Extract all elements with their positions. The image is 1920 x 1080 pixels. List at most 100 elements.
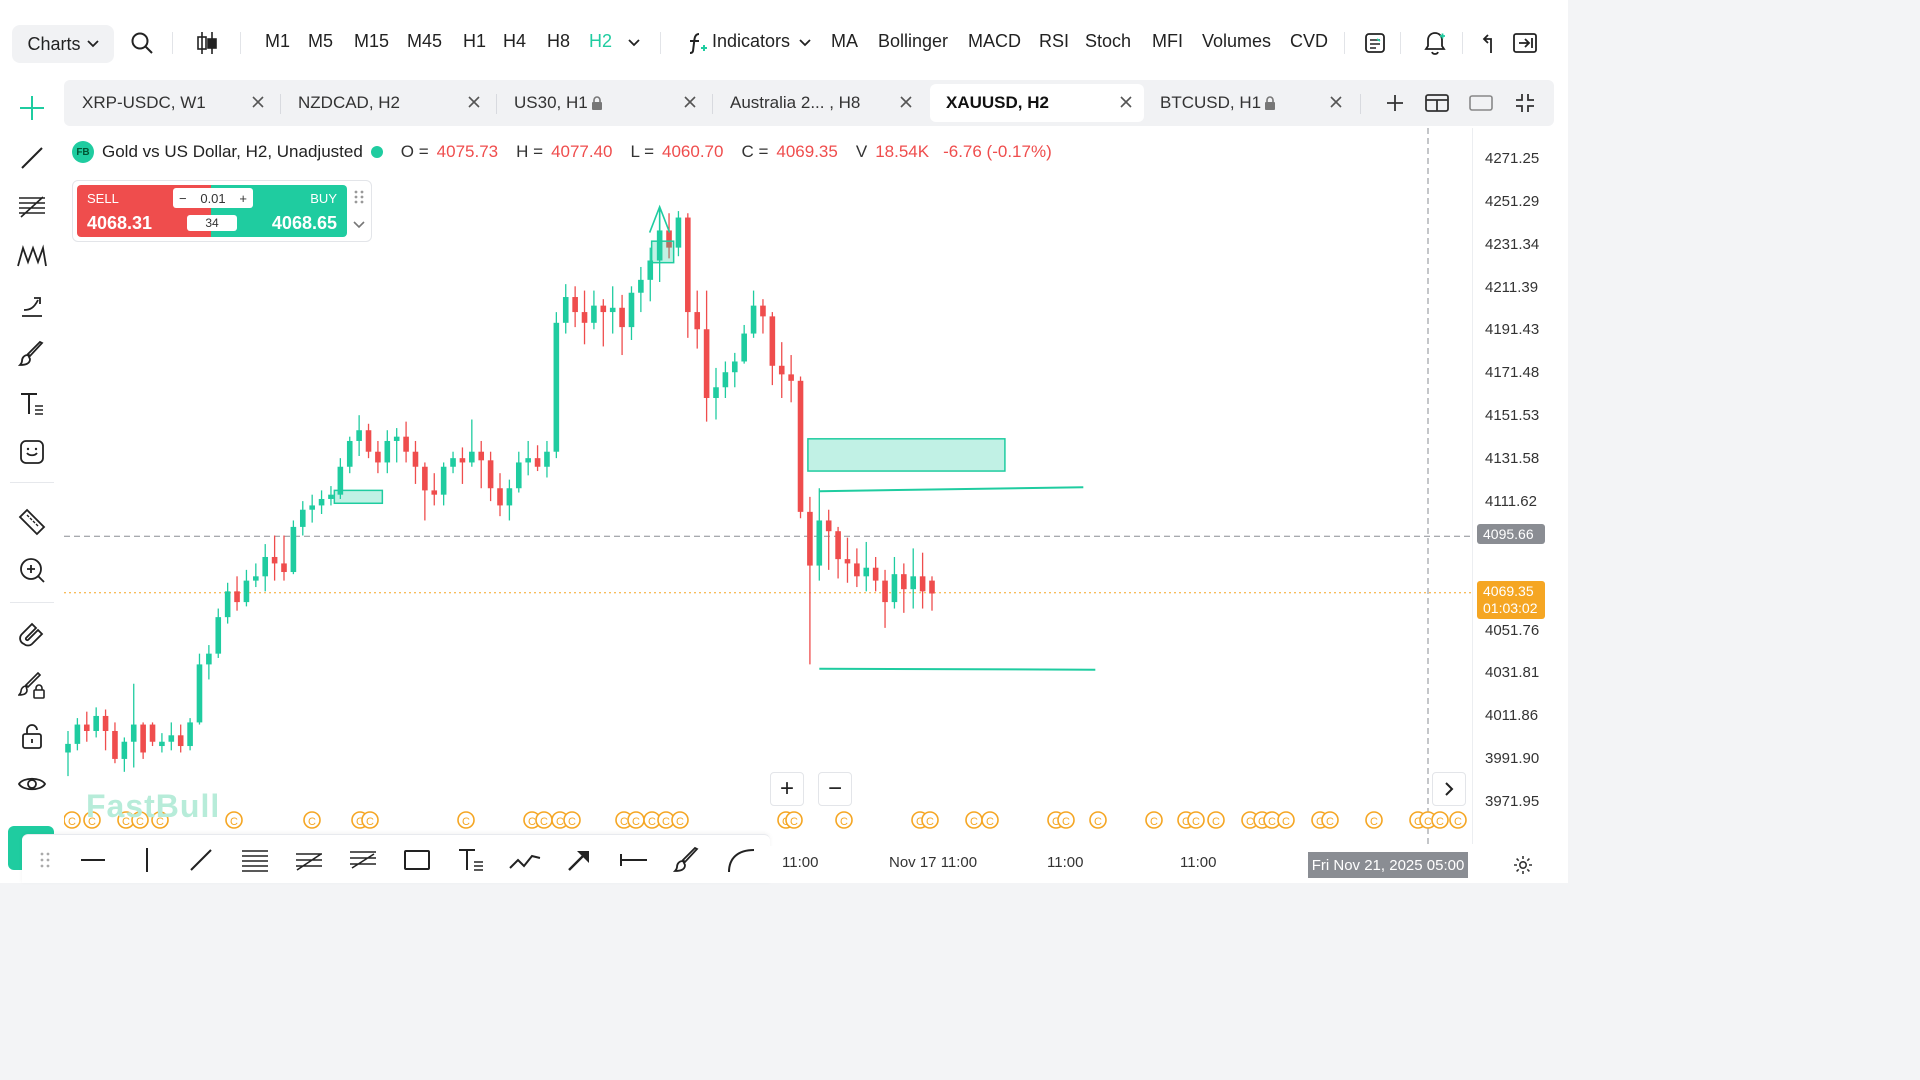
candle-body bbox=[562, 297, 569, 323]
indicator-macd[interactable]: MACD bbox=[968, 31, 1021, 51]
horizontal-line-icon[interactable] bbox=[76, 843, 110, 877]
pattern-tool-icon[interactable] bbox=[14, 238, 50, 274]
close-icon[interactable] bbox=[1118, 94, 1134, 110]
rectangle-icon[interactable] bbox=[400, 843, 434, 877]
drag-handle-icon[interactable] bbox=[353, 189, 365, 205]
indicator-volumes[interactable]: Volumes bbox=[1202, 31, 1272, 51]
indicator-stoch[interactable]: Stoch bbox=[1085, 31, 1132, 51]
tab-label: XAUUSD, H2 bbox=[946, 93, 1049, 112]
timeframe-more-chevron-icon[interactable] bbox=[622, 30, 646, 56]
zoom-in-button[interactable]: + bbox=[770, 772, 804, 806]
indicator-rsi[interactable]: RSI bbox=[1039, 31, 1070, 51]
indicators-fx-icon[interactable] bbox=[684, 30, 710, 56]
minus-icon[interactable]: − bbox=[179, 190, 187, 206]
arrow-icon[interactable] bbox=[562, 843, 596, 877]
add-tab-icon[interactable] bbox=[1382, 90, 1408, 116]
tab-nzdcad[interactable]: NZDCAD, H2 bbox=[282, 84, 492, 122]
alert-bell-icon[interactable] bbox=[1422, 30, 1448, 56]
fib-channel-icon[interactable] bbox=[292, 843, 326, 877]
drag-handle-icon[interactable] bbox=[32, 843, 58, 877]
close-icon[interactable] bbox=[466, 94, 482, 110]
scroll-right-button[interactable] bbox=[1432, 772, 1466, 806]
close-icon[interactable] bbox=[1328, 94, 1344, 110]
candle-body bbox=[346, 440, 353, 467]
zoom-in-icon[interactable] bbox=[14, 552, 50, 588]
horizontal-ray-icon[interactable] bbox=[616, 843, 650, 877]
unlock-icon[interactable] bbox=[14, 718, 50, 754]
timeframe-m1[interactable]: M1 bbox=[265, 31, 291, 51]
ray-line-icon[interactable] bbox=[184, 843, 218, 877]
tab-xrp-usdc[interactable]: XRP-USDC, W1 bbox=[66, 84, 276, 122]
collapse-icon[interactable] bbox=[1512, 90, 1538, 116]
indicator-ma[interactable]: MA bbox=[831, 31, 858, 51]
indicators-chevron-down-icon[interactable] bbox=[794, 30, 816, 56]
arc-icon[interactable] bbox=[724, 843, 758, 877]
indicator-cvd[interactable]: CVD bbox=[1290, 31, 1329, 51]
visibility-eye-icon[interactable] bbox=[14, 766, 50, 802]
magnet-icon[interactable] bbox=[14, 618, 50, 654]
tab-us30[interactable]: US30, H1 bbox=[498, 84, 708, 122]
buy-button[interactable]: BUY 4068.65 bbox=[211, 185, 347, 237]
candle-body bbox=[685, 217, 691, 313]
search-icon[interactable] bbox=[129, 30, 155, 56]
brush-icon[interactable] bbox=[670, 843, 704, 877]
zoom-out-button[interactable]: − bbox=[818, 772, 852, 806]
high-label: H = bbox=[516, 142, 544, 161]
trend-line-tool-icon[interactable] bbox=[14, 140, 50, 176]
lock-drawings-icon[interactable] bbox=[14, 668, 50, 704]
emoji-sticker-icon[interactable] bbox=[14, 434, 50, 470]
candle-body bbox=[83, 724, 90, 731]
tab-btcusd[interactable]: BTCUSD, H1 bbox=[1144, 84, 1354, 122]
indicator-mfi[interactable]: MFI bbox=[1152, 31, 1183, 51]
timeframe-h2[interactable]: H2 bbox=[589, 31, 613, 51]
open-label: O = bbox=[400, 142, 429, 161]
polyline-icon[interactable] bbox=[508, 843, 542, 877]
event-marker-icon: C bbox=[648, 816, 656, 828]
exit-fullscreen-icon[interactable] bbox=[1512, 30, 1538, 56]
layout-split-icon[interactable] bbox=[1424, 90, 1450, 116]
settings-gear-icon[interactable] bbox=[1512, 854, 1534, 876]
candle-body bbox=[243, 580, 250, 603]
close-icon[interactable] bbox=[682, 94, 698, 110]
buy-label: BUY bbox=[310, 191, 337, 206]
tab-australia[interactable]: Australia 2... , H8 bbox=[714, 84, 924, 122]
tab-xauusd[interactable]: XAUUSD, H2 bbox=[930, 84, 1144, 122]
time-axis[interactable]: 11:00 Nov 17 11:00 11:00 11:00 Fri Nov 2… bbox=[770, 846, 1568, 883]
crosshair-tool-icon[interactable] bbox=[14, 90, 50, 126]
chevron-down-icon[interactable] bbox=[353, 221, 365, 229]
timeframe-m45[interactable]: M45 bbox=[407, 31, 443, 51]
timeframe-h8[interactable]: H8 bbox=[547, 31, 571, 51]
indicators-button[interactable]: Indicators bbox=[712, 31, 791, 51]
ruler-measure-icon[interactable] bbox=[14, 504, 50, 540]
close-icon[interactable] bbox=[898, 94, 914, 110]
timeframe-h4[interactable]: H4 bbox=[503, 31, 527, 51]
close-icon[interactable] bbox=[250, 94, 266, 110]
brush-tool-icon[interactable] bbox=[14, 336, 50, 372]
templates-icon[interactable] bbox=[1362, 30, 1388, 56]
text-note-icon[interactable] bbox=[454, 843, 488, 877]
undo-icon[interactable] bbox=[1478, 30, 1504, 56]
lot-size-value[interactable]: 0.01 bbox=[200, 190, 226, 206]
lot-size-stepper[interactable]: − 0.01 + bbox=[173, 188, 253, 208]
vertical-line-icon[interactable] bbox=[130, 843, 164, 877]
fib-levels-icon[interactable] bbox=[238, 843, 272, 877]
price-axis[interactable]: 4271.25 4251.29 4231.34 4211.39 4191.43 4171.… bbox=[1472, 128, 1568, 844]
timeframe-h1[interactable]: H1 bbox=[463, 31, 487, 51]
candlestick-type-icon[interactable] bbox=[194, 30, 220, 56]
text-tool-icon[interactable] bbox=[14, 386, 50, 422]
plus-icon[interactable]: + bbox=[239, 190, 247, 206]
timeframe-m15[interactable]: M15 bbox=[354, 31, 390, 51]
projection-tool-icon[interactable] bbox=[14, 288, 50, 324]
candle-body bbox=[525, 458, 531, 463]
charts-menu-button[interactable]: Charts bbox=[12, 25, 114, 63]
pitchfork-icon[interactable] bbox=[346, 843, 380, 877]
symbol-title[interactable]: Gold vs US Dollar, H2, Unadjusted bbox=[102, 142, 363, 161]
indicator-bollinger[interactable]: Bollinger bbox=[878, 31, 949, 51]
price-label: 4211.39 bbox=[1485, 278, 1539, 296]
timeframe-m5[interactable]: M5 bbox=[308, 31, 334, 51]
layout-single-icon[interactable] bbox=[1468, 90, 1494, 116]
fib-retracement-tool-icon[interactable] bbox=[14, 188, 50, 224]
price-label: 4031.81 bbox=[1485, 664, 1540, 682]
